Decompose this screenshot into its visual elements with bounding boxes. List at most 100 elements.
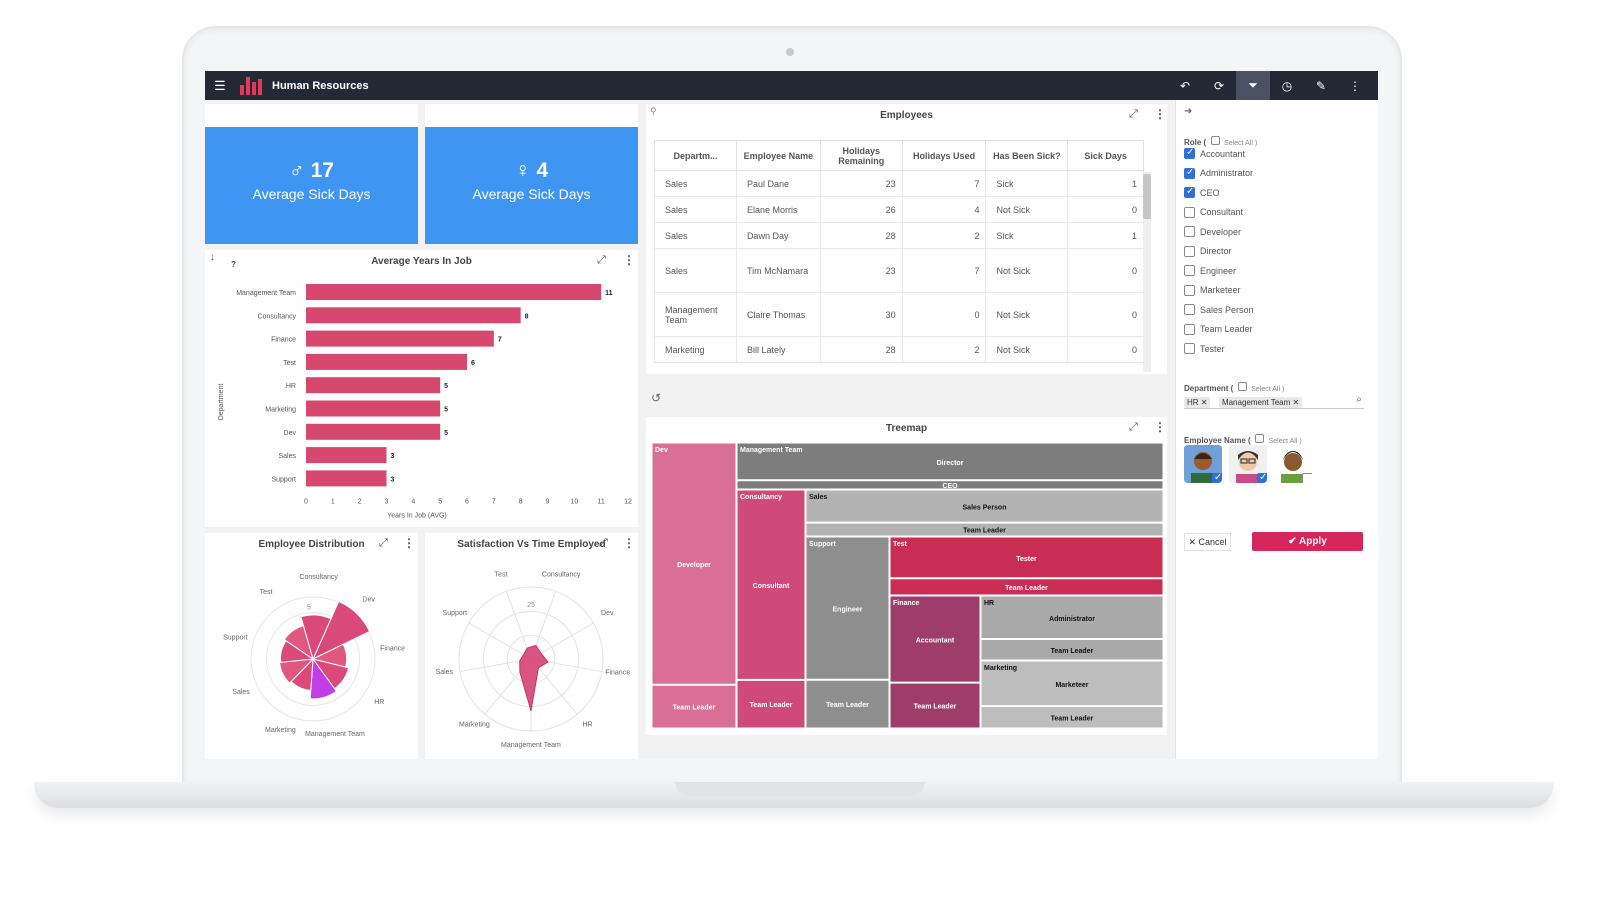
role-option[interactable]: Engineer [1184,265,1236,276]
reset-icon[interactable]: ↺ [651,391,662,405]
role-checkbox[interactable] [1184,284,1195,296]
table-row[interactable]: Management Team Claire Thomas 30 0 Not S… [654,292,1144,337]
treemap-cell [651,442,737,685]
role-option[interactable]: Director [1184,245,1232,257]
employee-select-all-checkbox[interactable] [1255,434,1265,444]
wrench-icon[interactable]: ✎ [1315,78,1327,93]
department-select-all-checkbox[interactable] [1237,382,1247,392]
radar-category-label: Finance [605,669,630,676]
role-checkbox[interactable] [1184,245,1195,257]
role-checkbox[interactable] [1184,226,1195,237]
expand-icon[interactable]: ⤢ [1129,108,1138,120]
column-header[interactable]: Departm... [654,140,737,171]
department-label: Department ( [1184,384,1234,393]
polar-slice [309,657,338,700]
undo-icon[interactable]: ↶ [1179,78,1191,93]
radar-category-label: Dev [601,610,614,617]
role-option[interactable]: Consultant [1184,206,1243,218]
table-row[interactable]: Sales Elane Morris 26 4 Not Sick 0 [654,196,1144,223]
table-row[interactable]: Sales Tim McNamara 23 7 Not Sick 0 [654,248,1144,293]
more-icon[interactable]: ⋮ [1154,107,1166,121]
refresh-icon[interactable]: ⟳ [1213,78,1225,93]
column-header[interactable]: Employee Name [735,140,821,171]
role-option[interactable]: Accountant [1184,147,1245,159]
arrow-down-icon[interactable]: ↓ [210,252,215,263]
expand-icon[interactable]: ⤢ [1129,421,1138,433]
help-icon[interactable]: ? [231,260,236,269]
role-option[interactable]: Team Leader [1184,323,1253,335]
avatar-3-checkbox[interactable] [1302,473,1312,483]
filter-panel: ➜ Role ( Select All ) Accountant Administ… [1175,100,1378,759]
scroll-thumb[interactable] [1143,174,1151,219]
role-select-all-checkbox[interactable] [1210,136,1220,146]
expand-icon[interactable]: ⤢ [599,537,608,549]
avatar-1-checkbox[interactable] [1212,472,1222,483]
department-tag-management-team[interactable]: Management Team ✕ [1218,397,1303,408]
hamburger-icon[interactable]: ☰ [214,77,226,93]
kpi-female-tile[interactable]: ♀ 4 Average Sick Days [425,127,638,244]
table-row[interactable]: Sales Paul Dane 23 7 Sick 1 [654,170,1144,197]
avatar-3[interactable] [1274,445,1312,483]
column-header[interactable]: Holidays Remaining [819,140,903,171]
table-row[interactable]: Sales Dawn Day 28 2 Sick 1 [654,222,1144,249]
more-icon[interactable]: ⋮ [1154,420,1166,434]
x-tick-label: 11 [598,499,605,506]
polar-slice [300,614,332,661]
role-checkbox[interactable] [1184,186,1195,198]
role-checkbox[interactable] [1184,147,1195,159]
expand-icon[interactable]: ⤢ [597,254,606,266]
column-header[interactable]: Sick Days [1067,140,1144,171]
cell-holidays-remaining: 28 [819,222,903,249]
apply-button[interactable]: ✔ Apply [1252,532,1363,551]
role-option-label: Engineer [1200,265,1237,276]
role-checkbox[interactable] [1184,265,1195,276]
role-option[interactable]: Tester [1184,343,1225,354]
treemap-cell [805,679,890,729]
department-input[interactable]: HR ✕ Management Team ✕ ⌕ [1184,392,1364,409]
role-option[interactable]: Sales Person [1184,304,1254,315]
role-option[interactable]: Administrator [1184,167,1253,179]
bar-value-label: 5 [444,407,448,414]
bar-value-label: 3 [391,453,395,460]
radar-chart-panel: Satisfaction Vs Time Employed ⤢ ⋮ Consul… [425,533,638,759]
treemap-cell [889,536,1164,579]
expand-icon[interactable]: ⤢ [379,537,388,549]
more-icon[interactable]: ⋮ [403,536,415,550]
more-icon[interactable]: ⋮ [623,536,635,550]
role-checkbox[interactable] [1184,323,1195,335]
column-header[interactable]: Has Been Sick? [985,140,1069,171]
x-tick-label: 8 [519,499,523,506]
role-option[interactable]: Developer [1184,226,1241,237]
polar-slice [279,658,315,684]
kpi-male-tile[interactable]: ♂ 17 Average Sick Days [205,127,418,244]
role-option[interactable]: Marketeer [1184,284,1241,296]
table-scrollbar[interactable] [1143,172,1151,372]
search-icon[interactable]: ⌕ [1356,394,1362,405]
filter-icon[interactable]: ⏷ [1236,71,1270,100]
employees-table: Departm... Employee Name Holidays Remain… [654,140,1144,363]
more-icon[interactable]: ⋮ [1349,78,1361,93]
avatar-2[interactable] [1229,445,1267,483]
treemap-child-label: Consultant [753,583,790,590]
avatar-2-checkbox[interactable] [1257,472,1267,483]
pin-icon[interactable]: ⚲ [650,106,657,116]
role-checkbox[interactable] [1184,167,1195,179]
department-tag-hr[interactable]: HR ✕ [1184,397,1211,408]
pin-icon[interactable]: ➜ [1184,106,1193,117]
table-row[interactable]: Marketing Bill Lately 28 2 Not Sick 0 [654,336,1144,363]
column-header[interactable]: Holidays Used [901,140,987,171]
polar-slice [311,600,371,661]
avatar-1[interactable] [1184,445,1222,483]
cancel-button[interactable]: ✕ Cancel [1184,533,1231,551]
clock-icon[interactable]: ◷ [1281,78,1293,93]
role-checkbox[interactable] [1184,206,1195,218]
table-header-row: Departm... Employee Name Holidays Remain… [654,140,1144,171]
cell-has-been-sick: Not Sick [985,292,1069,337]
treemap-child-label: Team Leader [914,704,957,711]
more-icon[interactable]: ⋮ [623,253,635,267]
employee-name-filter-header: Employee Name ( Select All ) [1184,430,1302,448]
role-checkbox[interactable] [1184,343,1195,354]
role-checkbox[interactable] [1184,304,1195,315]
role-option[interactable]: CEO [1184,186,1220,198]
cell-department: Management Team [654,292,737,337]
